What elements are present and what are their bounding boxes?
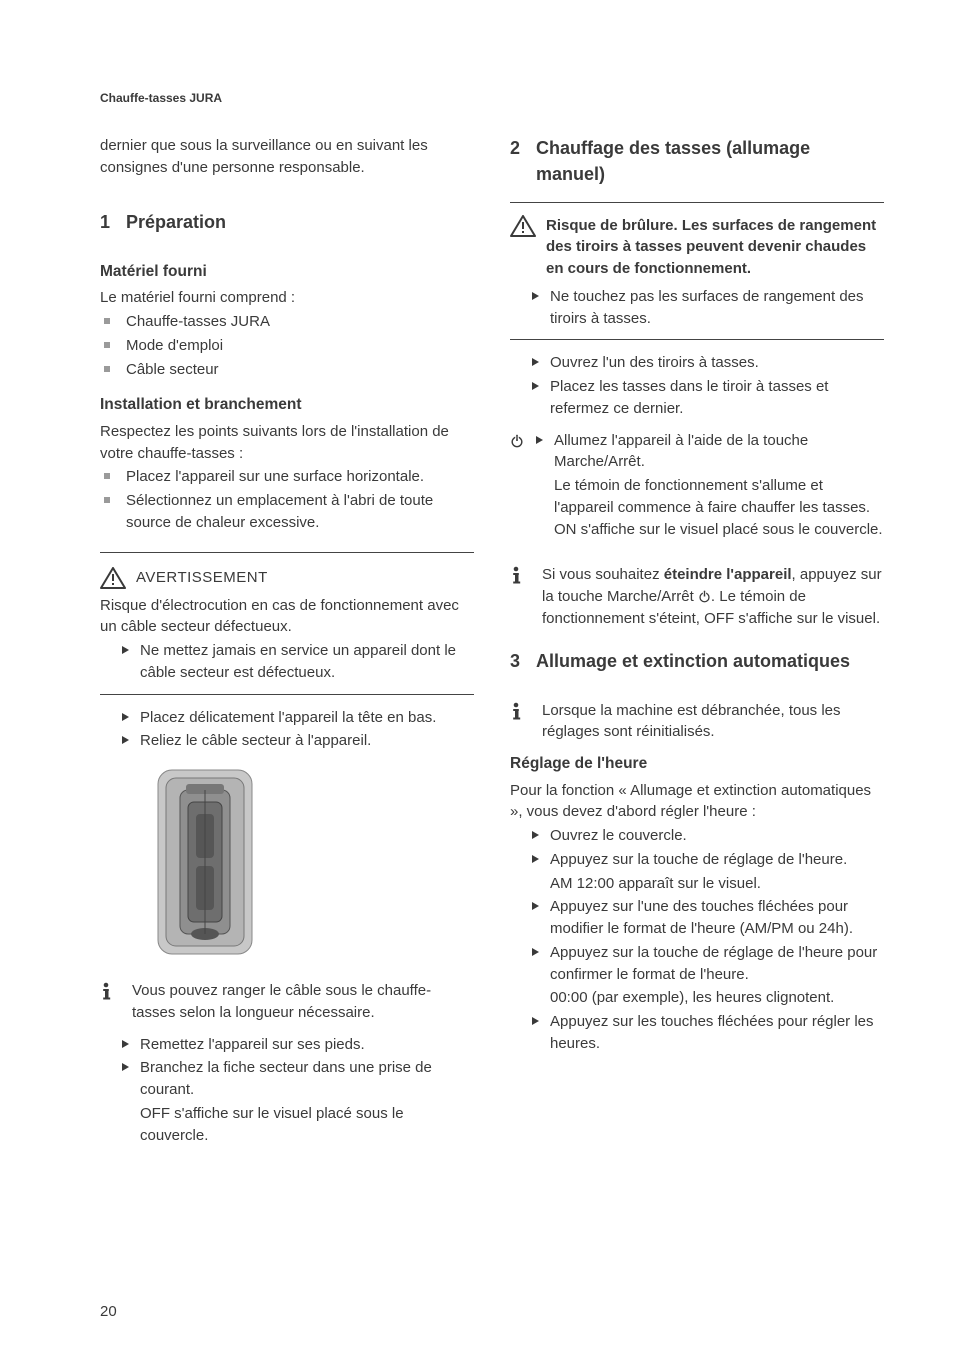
step-sub-text: 00:00 (par exemple), les heures clignote… [550,987,884,1009]
list-item: Appuyez sur l'une des touches fléchées p… [550,896,884,940]
step-sub-text: OFF s'affiche sur le visuel placé sous l… [140,1103,474,1147]
list-item: Ouvrez le couvercle. [550,825,884,847]
section-3-title: Allumage et extinction automatiques [536,648,884,674]
list-item: Appuyez sur la touche de réglage de l'he… [550,942,884,1009]
step-text: Appuyez sur la touche de réglage de l'he… [550,944,877,983]
divider [510,202,884,203]
list-item: Ouvrez l'un des tiroirs à tasses. [550,352,884,374]
step-sub-text: AM 12:00 apparaît sur le visuel. [550,873,884,895]
info-text-pre: Si vous souhaitez [542,566,664,583]
step-sub-text: Le témoin de fonctionnement s'allume et … [554,475,884,540]
list-item: Sélectionnez un emplacement à l'abri de … [126,490,474,534]
steps-list: Ouvrez l'un des tiroirs à tasses. Placez… [510,352,884,419]
list-item: Appuyez sur les touches fléchées pour ré… [550,1011,884,1055]
subhead-installation: Installation et branchement [100,394,474,416]
intro-paragraph: dernier que sous la surveillance ou en s… [100,135,474,179]
list-item: Remettez l'appareil sur ses pieds. [140,1034,474,1056]
section-1-title: Préparation [126,209,474,235]
info-icon [510,564,528,629]
section-1-number: 1 [100,209,110,235]
list-item: Chauffe-tasses JURA [126,311,474,333]
divider [100,552,474,553]
steps-list: Placez délicatement l'appareil la tête e… [100,707,474,753]
warning-text: Risque d'électrocution en cas de fonctio… [100,595,474,639]
list-item: Ne mettez jamais en service un appareil … [140,640,474,684]
section-2-title: Chauffage des tasses (allumage manuel) [536,135,884,187]
step-text: Branchez la fiche secteur dans une prise… [140,1059,432,1098]
info-note: Vous pouvez ranger le câble sous le chau… [100,980,474,1024]
page-header: Chauffe-tasses JURA [100,90,884,107]
power-icon [510,430,526,553]
left-column: dernier que sous la surveillance ou en s… [100,135,474,1156]
list-item: Placez l'appareil sur une surface horizo… [126,466,474,488]
list-item: Câble secteur [126,359,474,381]
content-columns: dernier que sous la surveillance ou en s… [100,135,884,1156]
divider [100,694,474,695]
info-icon [510,700,528,744]
section-3-heading: 3 Allumage et extinction automatiques [510,648,884,674]
warning-text: Risque de brûlure. Les surfaces de range… [546,215,884,280]
step-text: Appuyez sur la touche de réglage de l'he… [550,851,847,868]
list-item: Appuyez sur la touche de réglage de l'he… [550,849,884,895]
divider [510,339,884,340]
list-item: Mode d'emploi [126,335,474,357]
warning-icon [510,215,536,237]
section-3-number: 3 [510,648,520,674]
subhead-materiel: Matériel fourni [100,261,474,283]
warning-label: AVERTISSEMENT [136,567,268,589]
info-icon [100,980,118,1024]
install-list: Placez l'appareil sur une surface horizo… [100,466,474,533]
reglage-intro: Pour la fonction « Allumage et extinctio… [510,780,884,824]
page-number: 20 [100,1301,117,1323]
section-2-number: 2 [510,135,520,161]
info-text: Vous pouvez ranger le câble sous le chau… [132,980,474,1024]
warning-block: Risque de brûlure. Les surfaces de range… [510,215,884,280]
time-steps-list: Ouvrez le couvercle. Appuyez sur la touc… [510,825,884,1055]
installation-intro: Respectez les points suivants lors de l'… [100,421,474,465]
section-2-heading: 2 Chauffage des tasses (allumage manuel) [510,135,884,187]
info-note: Si vous souhaitez éteindre l'appareil, a… [510,564,884,629]
section-1-heading: 1 Préparation [100,209,474,235]
steps-list: Remettez l'appareil sur ses pieds. Branc… [100,1034,474,1147]
right-column: 2 Chauffage des tasses (allumage manuel)… [510,135,884,1156]
info-text-bold: éteindre l'appareil [664,566,792,583]
info-text: Si vous souhaitez éteindre l'appareil, a… [542,564,884,629]
list-item: Placez les tasses dans le tiroir à tasse… [550,376,884,420]
supplied-list: Chauffe-tasses JURA Mode d'emploi Câble … [100,311,474,380]
warning-heading: AVERTISSEMENT [100,567,474,589]
materiel-intro: Le matériel fourni comprend : [100,287,474,309]
info-note: Lorsque la machine est débranchée, tous … [510,700,884,744]
power-icon-inline [698,588,711,605]
device-figure [140,762,474,962]
info-text: Lorsque la machine est débranchée, tous … [542,700,884,744]
list-item: Branchez la fiche secteur dans une prise… [140,1057,474,1146]
warning-step-list: Ne mettez jamais en service un appareil … [100,640,474,684]
warning-step-list: Ne touchez pas les surfaces de rangement… [510,286,884,330]
subhead-reglage-heure: Réglage de l'heure [510,753,884,775]
list-item: Placez délicatement l'appareil la tête e… [140,707,474,729]
power-step-row: Allumez l'appareil à l'aide de la touche… [510,430,884,553]
warning-icon [100,567,126,589]
list-item: Ne touchez pas les surfaces de rangement… [550,286,884,330]
list-item: Allumez l'appareil à l'aide de la touche… [554,430,884,541]
list-item: Reliez le câble secteur à l'appareil. [140,730,474,752]
step-text: Allumez l'appareil à l'aide de la touche… [554,432,808,471]
